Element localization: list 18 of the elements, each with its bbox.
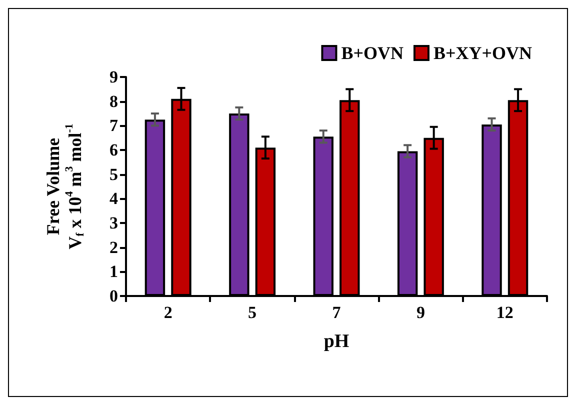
y-tick-label: 8 xyxy=(110,92,118,111)
x-tick-label: 12 xyxy=(496,303,514,322)
legend-label: B+OVN xyxy=(341,43,404,63)
x-tick-label: 7 xyxy=(332,303,342,322)
y-tick-label: 2 xyxy=(110,238,118,257)
x-tick-label: 5 xyxy=(248,303,257,322)
y-tick-label: 9 xyxy=(110,68,118,86)
y-tick-label: 0 xyxy=(110,286,118,306)
y-tick-label: 7 xyxy=(110,116,118,136)
y-tick-label: 5 xyxy=(110,164,118,184)
y-tick-label: 4 xyxy=(110,189,118,208)
x-tick-label: 2 xyxy=(164,303,172,322)
y-tick-label: 3 xyxy=(110,214,118,232)
legend-label: B+XY+OVN xyxy=(433,43,532,63)
x-tick-label: 9 xyxy=(416,303,425,322)
y-tick-label: 1 xyxy=(110,262,118,282)
x-axis-title: pH xyxy=(324,331,350,352)
y-tick-label: 6 xyxy=(110,140,118,160)
